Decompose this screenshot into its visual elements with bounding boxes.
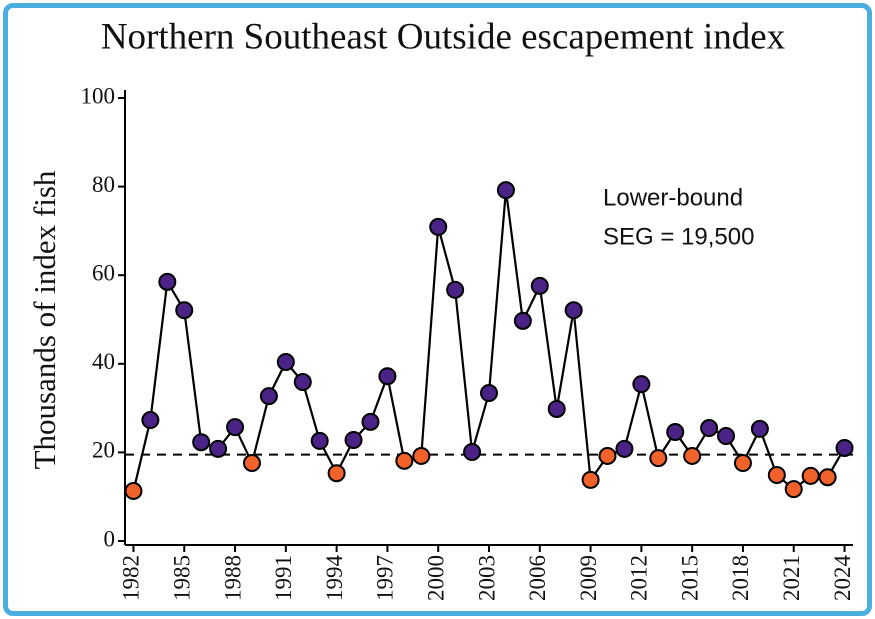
data-point <box>784 480 803 499</box>
y-tick-label: 80 <box>92 172 115 197</box>
data-point <box>480 384 498 403</box>
x-tick-label: 2012 <box>627 555 652 601</box>
data-point <box>344 430 363 449</box>
data-point <box>412 446 431 465</box>
data-point <box>175 301 194 320</box>
data-point <box>700 419 719 438</box>
y-tick-label: 40 <box>92 349 115 374</box>
data-point <box>717 427 736 446</box>
data-point <box>327 464 346 483</box>
y-tick-label: 0 <box>104 526 116 551</box>
chart-title: Northern Southeast Outside escapement in… <box>101 16 786 57</box>
annotation: Lower-bound <box>603 184 743 211</box>
data-point <box>242 454 261 473</box>
data-point <box>513 311 532 330</box>
data-point <box>547 399 566 418</box>
x-tick-label: 2015 <box>677 555 702 601</box>
data-point <box>818 468 837 487</box>
y-tick-label: 100 <box>81 83 116 108</box>
data-point <box>801 466 820 485</box>
x-tick-label: 1997 <box>373 555 398 601</box>
data-point <box>632 375 651 394</box>
data-point <box>124 481 143 500</box>
data-point <box>598 446 617 465</box>
y-tick-label: 60 <box>92 260 115 285</box>
data-point <box>767 465 786 484</box>
data-point <box>496 181 515 200</box>
x-tick-label: 1988 <box>220 555 245 601</box>
data-point <box>395 451 414 470</box>
data-point <box>649 449 668 468</box>
data-point <box>158 272 177 291</box>
x-tick-label: 2009 <box>576 555 601 601</box>
data-point <box>615 439 634 458</box>
x-tick-label: 2021 <box>779 555 804 601</box>
data-point <box>361 412 380 431</box>
x-tick-label: 1985 <box>170 555 195 601</box>
data-point <box>750 419 769 438</box>
x-tick-label: 2006 <box>525 555 550 601</box>
x-tick-label: 1994 <box>322 555 347 602</box>
data-point <box>192 433 211 452</box>
data-point <box>259 387 278 406</box>
data-point <box>446 280 465 299</box>
data-point <box>141 411 160 430</box>
x-tick-label: 2000 <box>423 555 448 601</box>
data-point <box>293 372 312 391</box>
data-point <box>463 442 482 461</box>
data-point <box>530 276 549 295</box>
x-tick-label: 2003 <box>474 555 499 601</box>
x-tick-label: 2024 <box>830 555 855 602</box>
data-point <box>226 418 245 437</box>
data-point <box>378 367 397 386</box>
data-point <box>835 438 854 457</box>
frame <box>3 3 872 616</box>
data-point <box>276 353 295 372</box>
data-point <box>683 446 702 465</box>
data-point <box>209 439 228 458</box>
annotation: SEG = 19,500 <box>603 223 754 250</box>
data-point <box>564 301 583 320</box>
data-point <box>666 423 685 442</box>
data-point <box>581 470 600 489</box>
data-point <box>429 217 448 236</box>
x-tick-label: 1991 <box>271 555 296 601</box>
x-tick-label: 1982 <box>119 555 144 601</box>
data-point <box>310 431 329 450</box>
x-tick-label: 2018 <box>728 555 753 601</box>
y-axis-label: Thousands of index fish <box>27 170 62 469</box>
data-point <box>733 454 752 473</box>
y-tick-label: 20 <box>92 438 115 463</box>
